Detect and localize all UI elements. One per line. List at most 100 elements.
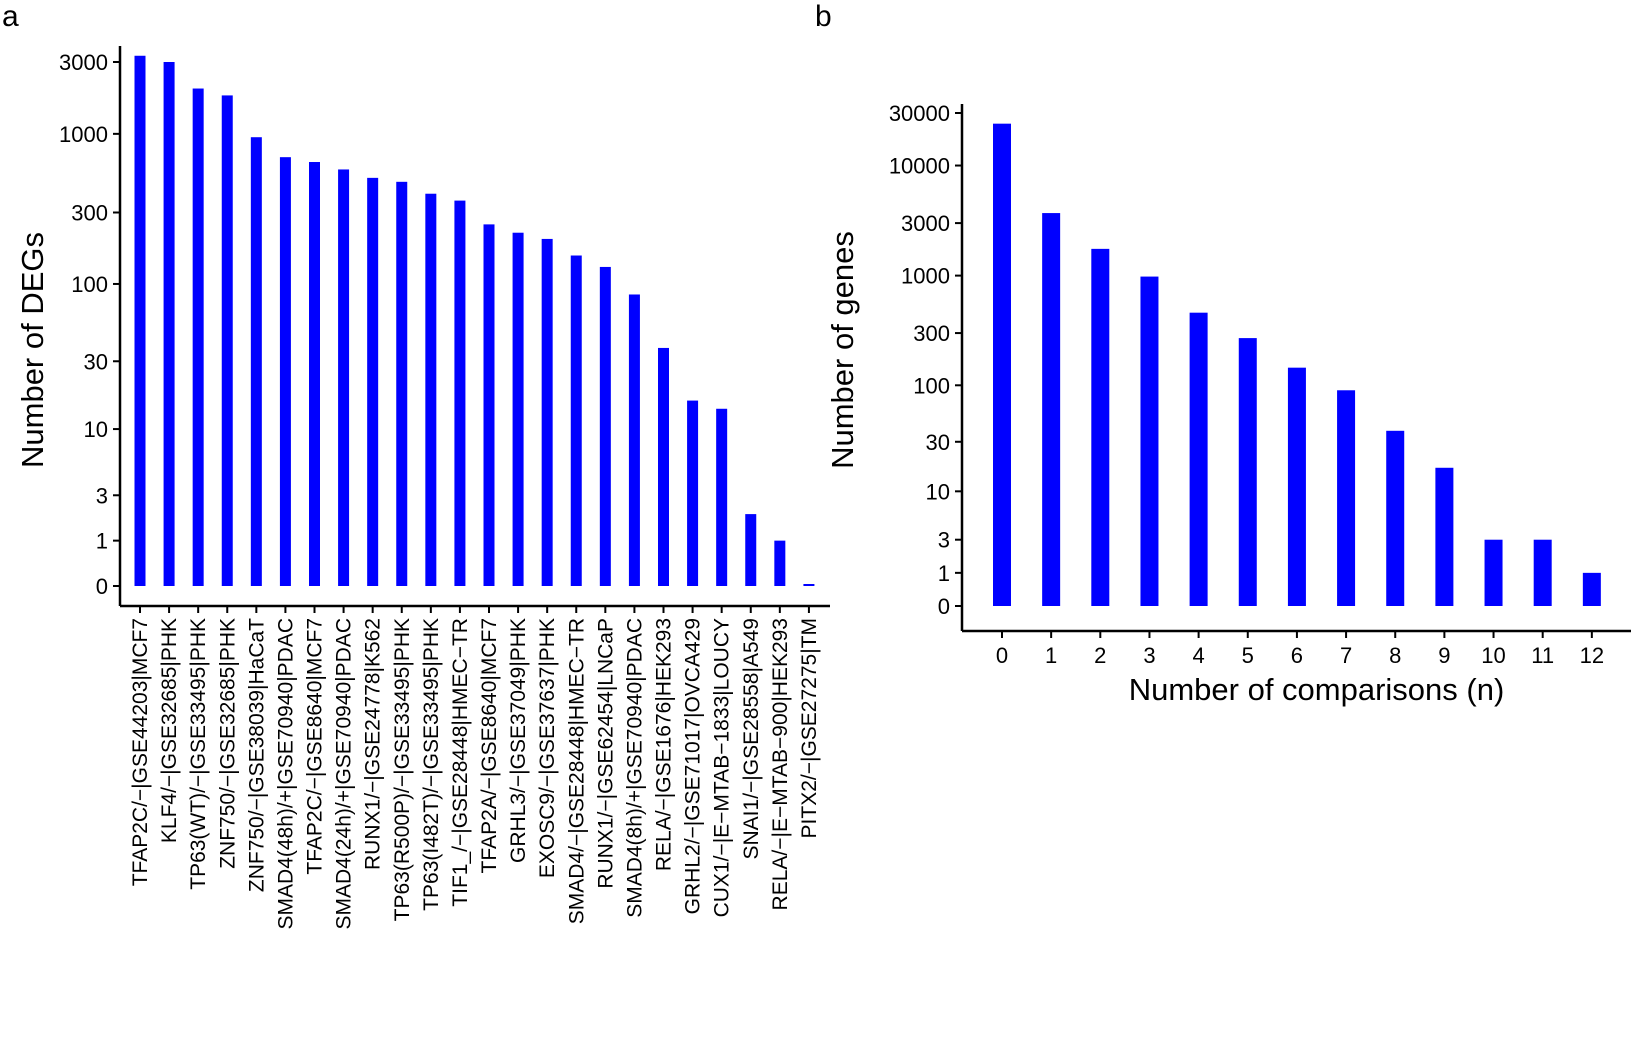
x-tick-label: 7 — [1340, 643, 1352, 668]
x-tick-label: KLF4/−|GSE32685|PHK — [158, 618, 181, 843]
x-tick-label: 1 — [1045, 643, 1057, 668]
x-tick-label: 0 — [996, 643, 1008, 668]
chart-b-genes-per-comparison-count: 0 1 3 10 3 0 100 300 1000 3000 10000 30000 Number of… — [825, 101, 1631, 707]
y-tick-label: 1000 — [59, 122, 108, 147]
bar — [454, 200, 466, 586]
x-tick-label: SNAI1/−|GSE28558|A549 — [740, 618, 763, 860]
y-tick-label: 1 — [96, 529, 108, 554]
bar — [483, 224, 495, 586]
x-tick-label: RELA/−|GSE1676|HEK293 — [653, 618, 676, 871]
x-tick-label: RUNX1/−|GSE24778|K562 — [362, 618, 385, 870]
y-tick-label: 0 — [938, 594, 950, 619]
bar — [192, 88, 204, 586]
x-tick-label: ZNF750/−|GSE32685|PHK — [216, 618, 239, 869]
bar — [1484, 539, 1503, 606]
bar — [628, 294, 640, 586]
bar — [1533, 539, 1552, 606]
bar — [279, 157, 291, 586]
bar — [1287, 367, 1306, 606]
panel-label-a: a — [2, 0, 19, 33]
y-tick-label: 10000 — [889, 154, 950, 179]
x-tick-label: SMAD4(8h)/+|GSE70940|PDAC — [623, 618, 646, 918]
x-tick-label: 6 — [1291, 643, 1303, 668]
bar — [1140, 276, 1159, 606]
x-tick-label: ZNF750/−|GSE38039|HaCaT — [245, 618, 268, 892]
bar — [687, 400, 699, 586]
x-tick-label: 5 — [1242, 643, 1254, 668]
bar — [425, 193, 437, 586]
x-tick-label: RUNX1/−|GSE62454|LNCaP — [594, 618, 617, 889]
bar — [993, 123, 1011, 607]
bar — [1435, 467, 1454, 606]
x-tick-label: SMAD4/−|GSE28448|HMEC−TR — [565, 618, 588, 924]
x-tick-label: RELA/−|E−MTAB−900|HEK293 — [769, 618, 792, 910]
y-tick-label: 10 — [84, 417, 108, 442]
x-tick-label: 9 — [1438, 643, 1450, 668]
y-tick-label: 3000 — [901, 211, 950, 236]
bar — [163, 62, 175, 586]
x-tick-label: SMAD4(24h)/+|GSE70940|PDAC — [333, 618, 356, 929]
x-tick-label: 10 — [1481, 643, 1505, 668]
x-tick-label: GRHL3/−|GSE37049|PHK — [507, 618, 530, 863]
x-tick-label: 4 — [1192, 643, 1204, 668]
bar — [512, 232, 524, 587]
bar — [221, 95, 233, 587]
bar — [309, 162, 320, 586]
y-axis-title: Number of DEGs — [15, 232, 50, 468]
x-tick-label: SMAD4(48h)/+|GSE70940|PDAC — [274, 618, 297, 929]
x-tick-label: EXOSC9/−|GSE37637|PHK — [536, 618, 559, 878]
x-tick-label: TFAP2A/−|GSE8640|MCF7 — [478, 618, 501, 873]
x-tick-label: TFAP2C/−|GSE44203|MCF7 — [129, 618, 152, 886]
x-tick-label: TIF1_/−|GSE28448|HMEC−TR — [449, 618, 472, 907]
bar — [570, 255, 582, 587]
bar — [803, 584, 815, 586]
x-tick-label: GRHL2/−|GSE71017|OVCA429 — [682, 618, 705, 914]
bar — [1042, 213, 1061, 606]
y-axis-title: Number of genes — [825, 231, 860, 469]
y-tick-label: 30 — [84, 349, 108, 374]
bar — [745, 514, 757, 586]
y-tick-label: 30000 — [889, 101, 950, 126]
bar — [541, 238, 553, 586]
x-tick-label: TP63(R500P)/−|GSE33495|PHK — [391, 618, 414, 921]
bar — [1337, 390, 1356, 606]
y-tick-label: 3 — [938, 528, 950, 553]
y-tick-label: 100 — [913, 373, 950, 398]
y-tick-label: 100 — [71, 272, 108, 297]
y-tick-label: 300 — [913, 321, 950, 346]
bar — [658, 347, 669, 586]
y-tick-label: 300 — [71, 200, 108, 225]
y-tick-label: 3 — [96, 483, 108, 508]
bar — [134, 55, 146, 586]
x-tick-label: 12 — [1580, 643, 1604, 668]
y-tick-label: 1 — [938, 561, 950, 586]
x-tick-label: TP63(I482T)/−|GSE33495|PHK — [420, 618, 443, 911]
x-tick-label: 2 — [1094, 643, 1106, 668]
bar — [774, 540, 786, 586]
y-tick-label: 3000 — [59, 50, 108, 75]
x-tick-label: CUX1/−|E−MTAB−1833|LOUCY — [711, 618, 734, 917]
panel-label-b: b — [815, 0, 832, 33]
x-tick-label: 3 — [1143, 643, 1155, 668]
bar — [599, 266, 611, 586]
x-tick-label: 8 — [1389, 643, 1401, 668]
bar — [1189, 312, 1208, 606]
chart-a-degs-per-comparison: 0 1 3 10 30 100 300 1000 3000 Number of DEGs TFAP2… — [15, 46, 830, 929]
y-tick-label: 10 — [926, 479, 950, 504]
x-axis-title: Number of comparisons (n) — [1129, 672, 1505, 707]
bar — [1386, 430, 1405, 606]
bar — [716, 408, 728, 586]
bar — [250, 137, 262, 586]
x-tick-label: PITX2/−|GSE27275|TM — [798, 618, 821, 838]
y-tick-label: 1000 — [901, 264, 950, 289]
bar — [338, 169, 350, 587]
bar — [1238, 338, 1257, 606]
bar — [367, 177, 379, 586]
y-tick-label: 0 — [96, 574, 108, 599]
bar — [396, 181, 408, 586]
bar — [1091, 248, 1110, 606]
x-tick-label: TFAP2C/−|GSE8640|MCF7 — [304, 618, 327, 875]
x-tick-label: TP63(WT)/−|GSE33495|PHK — [187, 618, 210, 890]
bar — [1582, 572, 1601, 606]
